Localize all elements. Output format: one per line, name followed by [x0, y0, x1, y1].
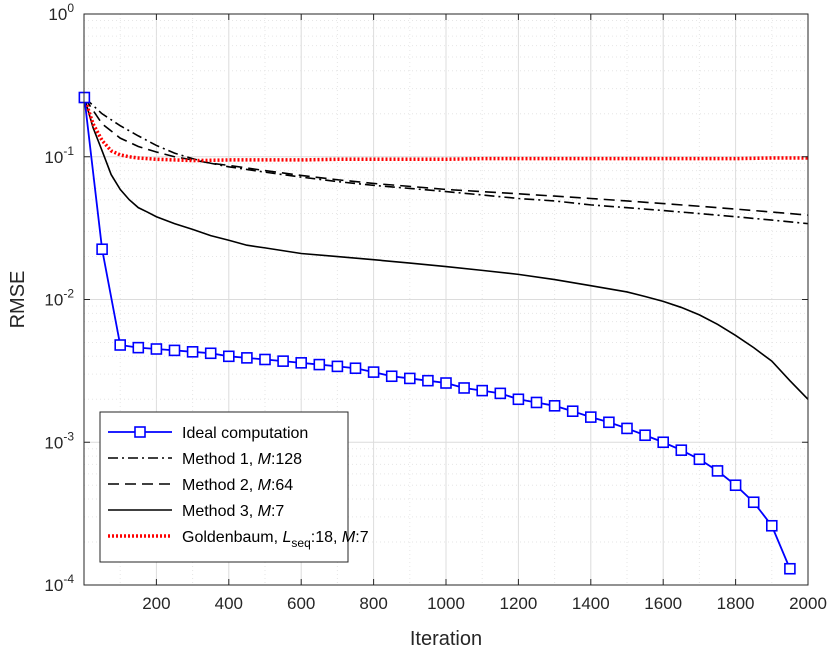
series-line-3 [84, 97, 808, 400]
series-marker [313, 358, 326, 371]
tick-labels: 200 400 600 800 1000 1200 1400 1600 1800 2000 10-4… [44, 1, 827, 613]
tick-marks [84, 13, 809, 586]
y-tick-label: 10-1 [44, 144, 74, 167]
series-marker [693, 453, 706, 466]
x-tick-label: 2000 [789, 594, 827, 613]
legend-entry-label: Method 2, M:64 [182, 477, 293, 494]
series-marker [241, 352, 253, 364]
series-marker [711, 465, 724, 477]
series-marker [603, 416, 615, 429]
series-marker [367, 366, 380, 378]
series-marker [440, 377, 452, 389]
x-tick-label: 1000 [427, 594, 465, 613]
y-tick-label: 10-4 [44, 572, 74, 595]
series-marker [657, 436, 670, 449]
series-marker [675, 444, 688, 456]
series-marker [494, 387, 507, 400]
series-marker [784, 562, 796, 575]
series-marker [259, 353, 271, 366]
series-marker [458, 382, 470, 394]
series-marker [96, 243, 108, 256]
series-marker [512, 393, 525, 406]
series-marker [566, 405, 579, 418]
series-group [78, 91, 808, 575]
x-tick-label: 1400 [572, 594, 610, 613]
x-tick-label: 1200 [499, 594, 537, 613]
legend-entry-label: Ideal computation [182, 425, 308, 442]
series-marker [295, 357, 308, 369]
legend-entry-label: Goldenbaum, Lseq:18, M:7 [182, 529, 369, 550]
x-tick-label: 1800 [717, 594, 755, 613]
series-marker [765, 519, 778, 532]
series-marker [476, 384, 489, 397]
y-axis-label: RMSE [7, 271, 29, 329]
series-marker [168, 344, 181, 357]
series-marker [349, 362, 362, 375]
x-axis-label: Iteration [410, 628, 482, 650]
x-tick-label: 400 [215, 594, 243, 613]
series-marker [747, 496, 760, 509]
series-marker [223, 350, 235, 363]
series-marker [132, 341, 145, 354]
series-marker [277, 355, 289, 367]
series-line-0 [84, 97, 791, 570]
series-marker [385, 370, 398, 383]
legend-entry-label: Method 1, M:128 [182, 451, 302, 468]
series-marker [150, 343, 163, 355]
series-marker [548, 400, 561, 412]
series-marker [114, 339, 126, 351]
legend: Ideal computation Method 1, M:128 Method 2… [99, 411, 369, 563]
series-line-2 [84, 97, 808, 216]
series-marker [729, 479, 742, 492]
x-tick-label: 800 [359, 594, 387, 613]
x-tick-label: 1600 [644, 594, 682, 613]
series-marker [186, 346, 199, 358]
series-marker [331, 360, 344, 373]
x-tick-label: 200 [142, 594, 170, 613]
legend-marker [134, 426, 146, 438]
series-marker [204, 347, 217, 360]
x-tick-label: 600 [287, 594, 315, 613]
y-tick-label: 10-2 [44, 287, 74, 310]
series-marker [403, 372, 416, 385]
series-marker [530, 396, 543, 409]
legend-entry-label: Method 3, M:7 [182, 503, 284, 520]
series-line-1 [84, 96, 808, 225]
y-tick-label: 100 [48, 1, 74, 24]
series-line-4 [84, 96, 808, 163]
series-marker [422, 374, 434, 387]
series-marker [584, 411, 597, 423]
series-marker [621, 422, 633, 435]
y-tick-label: 10-3 [44, 429, 74, 452]
series-marker [639, 429, 651, 442]
